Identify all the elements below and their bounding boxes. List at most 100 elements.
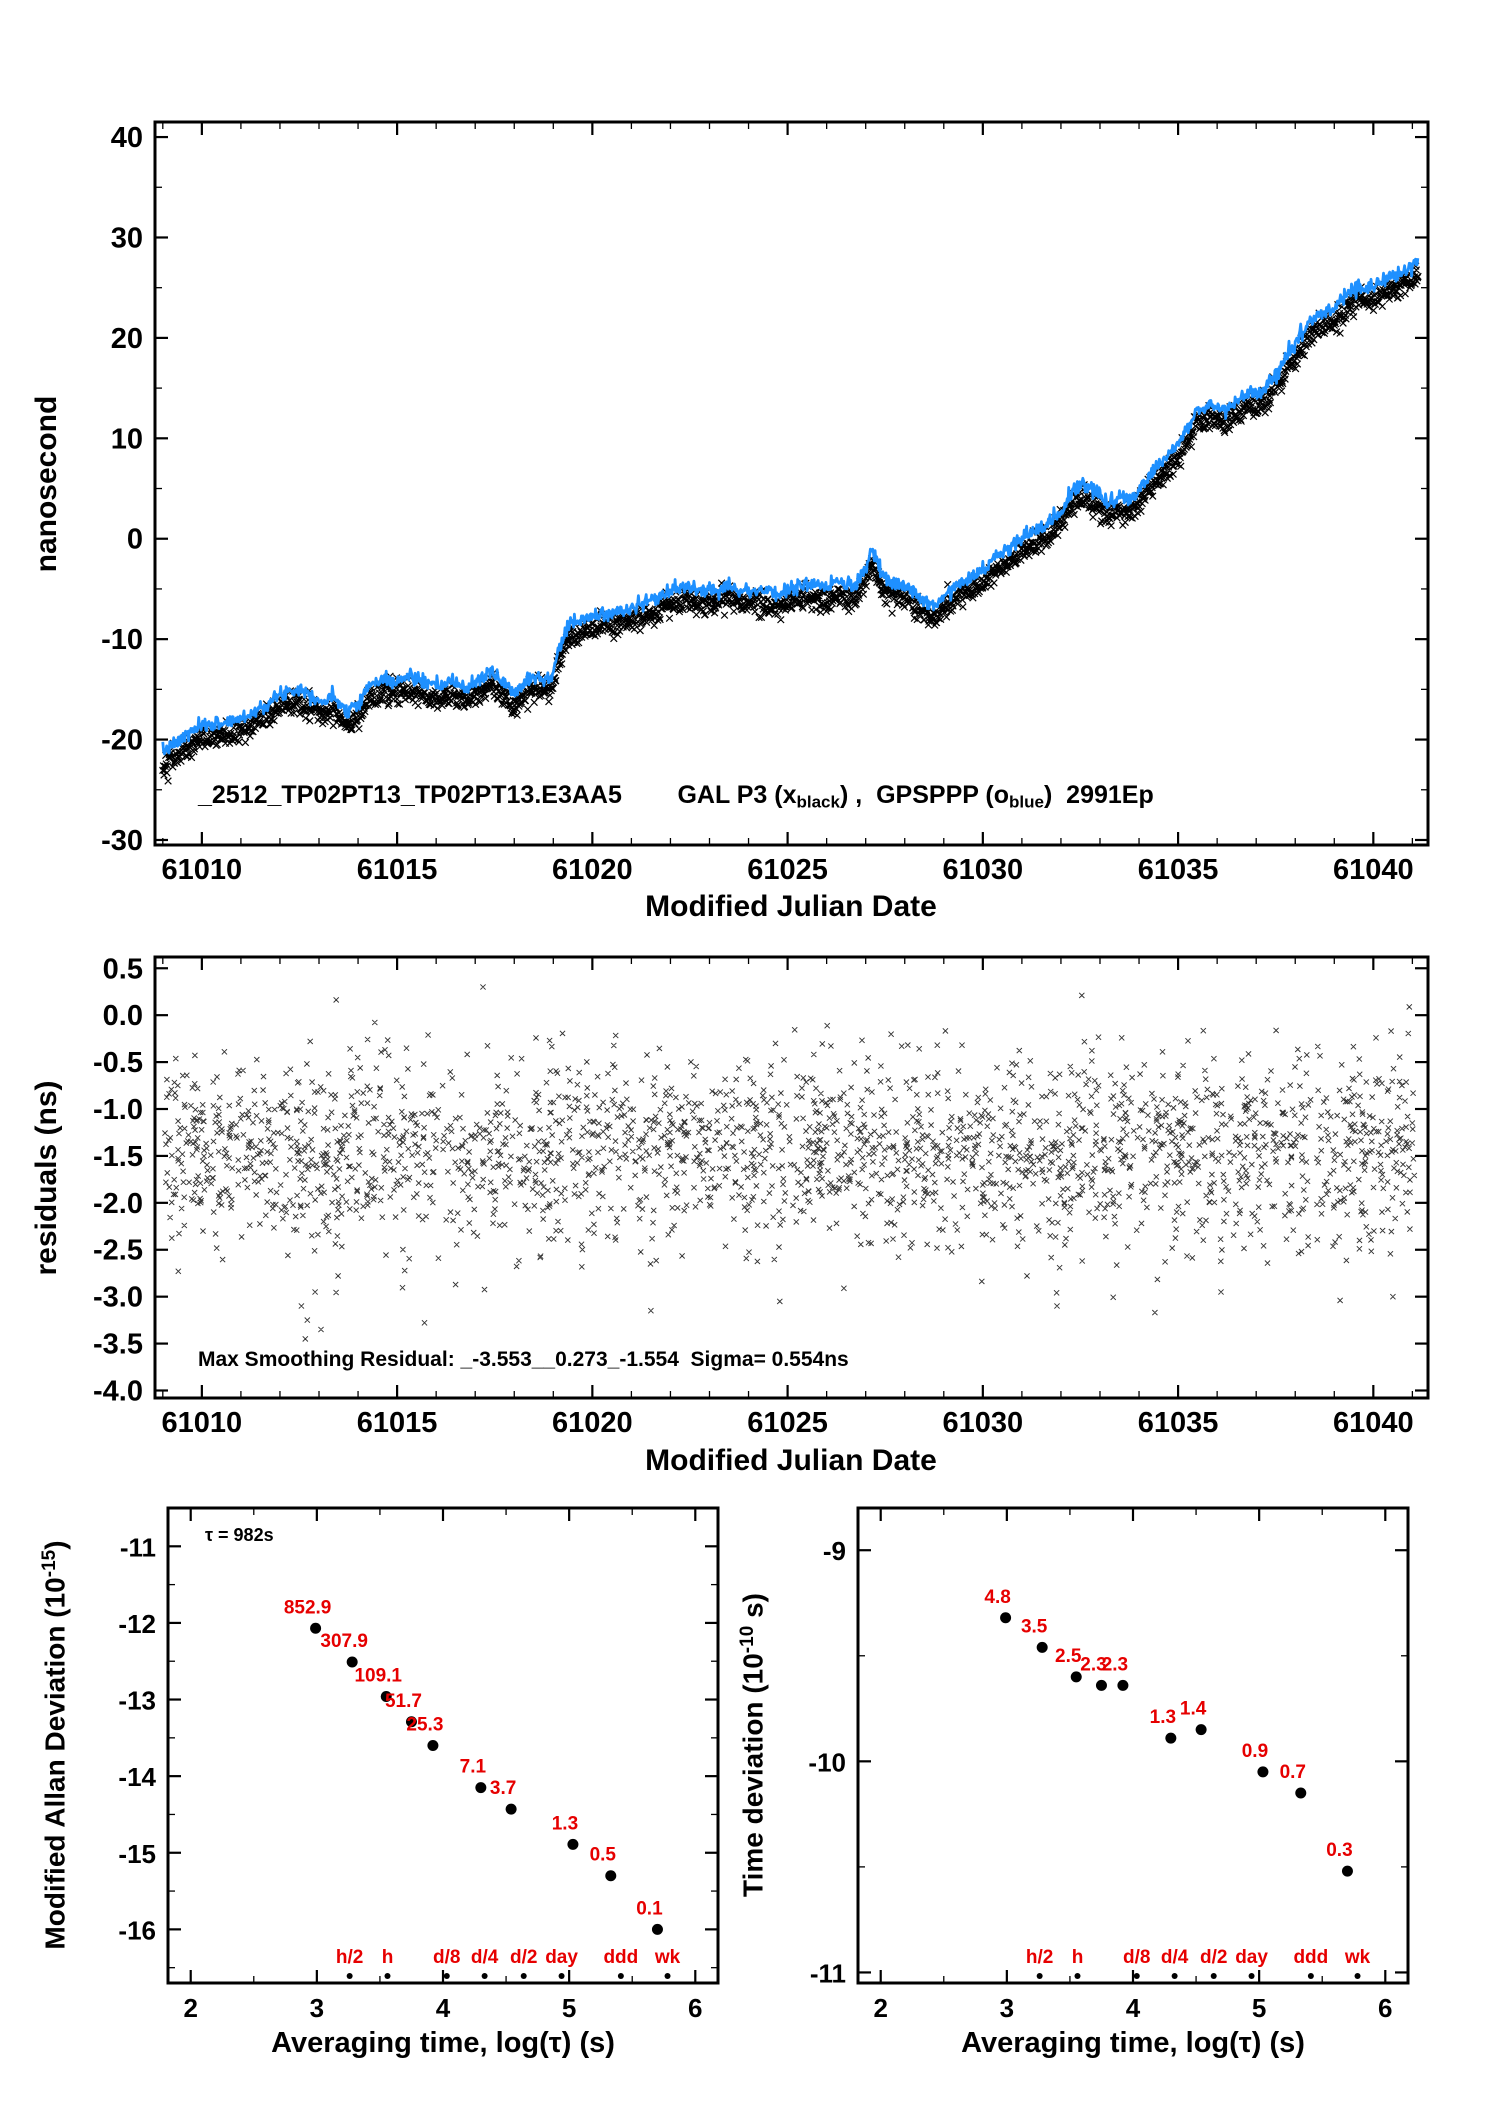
- svg-text:-1.0: -1.0: [93, 1094, 143, 1126]
- label-segment: Time deviation (10: [737, 1653, 769, 1897]
- svg-text:-9: -9: [823, 1536, 846, 1566]
- svg-text:61025: 61025: [747, 854, 828, 886]
- svg-text:4: 4: [436, 1993, 451, 2023]
- label-segment: -10: [737, 1625, 758, 1654]
- svg-text:4.8: 4.8: [984, 1587, 1010, 1608]
- svg-text:61010: 61010: [162, 1407, 243, 1439]
- svg-text:0.3: 0.3: [1326, 1840, 1352, 1861]
- tdev-chart: 2 3 4 5 6 -9 -10 -11 h/2 h d/8 d/4 d/2 day ddd wk 4.8 3.5…: [808, 1506, 1410, 2023]
- svg-text:4: 4: [1126, 1993, 1141, 2023]
- svg-text:40: 40: [111, 122, 143, 154]
- svg-text:d/8: d/8: [1123, 1947, 1150, 1968]
- svg-text:30: 30: [111, 222, 143, 254]
- mdev-major-ticks: [168, 1508, 718, 1983]
- svg-text:6: 6: [688, 1993, 702, 2023]
- mdev-tau-note: τ = 982s: [205, 1525, 274, 1545]
- phase-series-blue-line: [161, 257, 1420, 756]
- label-segment: ): [39, 1540, 71, 1550]
- tdev-axes: 2 3 4 5 6 -9 -10 -11: [808, 1506, 1410, 2023]
- tdev-y-axis-label: Time deviation (10-10 s): [737, 1445, 782, 2045]
- svg-text:61030: 61030: [943, 854, 1024, 886]
- svg-text:5: 5: [562, 1993, 576, 2023]
- svg-text:2.5: 2.5: [1055, 1646, 1082, 1667]
- svg-text:d/8: d/8: [433, 1947, 460, 1968]
- svg-text:d/2: d/2: [1200, 1947, 1227, 1968]
- svg-text:-30: -30: [101, 825, 143, 857]
- svg-text:61015: 61015: [357, 854, 438, 886]
- mdev-x-axis-label: Averaging time, log(τ) (s): [271, 2027, 615, 2059]
- svg-text:-11: -11: [120, 1532, 156, 1562]
- residuals-chart: 61010 61015 61020 61025 61030 61035 61040 0.5 0.…: [93, 953, 1430, 1439]
- svg-text:-13: -13: [118, 1686, 156, 1716]
- phase-tick-labels: 61010 61015 61020 61025 61030 61035 61040 40 30 2…: [101, 122, 1414, 886]
- label-segment: s): [737, 1593, 769, 1626]
- mdev-chart: 2 3 4 5 6 -11 -12 -13 -14 -15 -16 h/2 h d/8 d/4 d/2 day d…: [118, 1506, 720, 2023]
- svg-text:-1.5: -1.5: [93, 1141, 143, 1173]
- svg-text:109.1: 109.1: [354, 1665, 402, 1686]
- svg-text:wk: wk: [1344, 1947, 1371, 1968]
- svg-text:0.0: 0.0: [103, 1000, 143, 1032]
- phase-y-axis-label: nanosecond: [30, 395, 63, 573]
- svg-text:3.7: 3.7: [490, 1778, 516, 1799]
- svg-text:-3.0: -3.0: [93, 1282, 143, 1314]
- svg-text:61020: 61020: [552, 854, 633, 886]
- svg-text:-14: -14: [118, 1762, 156, 1792]
- residuals-annotation: Max Smoothing Residual: _-3.553__0.273_-…: [198, 1348, 849, 1371]
- label-segment: [622, 781, 678, 809]
- svg-text:-2.0: -2.0: [93, 1188, 143, 1220]
- tdev-time-tick-labels: h/2 h d/8 d/4 d/2 day ddd wk: [1026, 1947, 1371, 1979]
- svg-text:0: 0: [127, 524, 143, 556]
- svg-text:1.3: 1.3: [1150, 1707, 1176, 1728]
- svg-text:d/4: d/4: [471, 1947, 499, 1968]
- svg-text:61030: 61030: [943, 1407, 1024, 1439]
- svg-text:0.5: 0.5: [103, 953, 143, 985]
- svg-text:61025: 61025: [747, 1407, 828, 1439]
- phase-chart: 61010 61015 61020 61025 61030 61035 61040 40 30 2…: [101, 120, 1430, 886]
- svg-text:3: 3: [1000, 1993, 1014, 2023]
- label-segment: ) 2991Ep: [1043, 781, 1154, 809]
- svg-text:h/2: h/2: [1026, 1947, 1053, 1968]
- svg-text:6: 6: [1378, 1993, 1392, 2023]
- mdev-time-tick-labels: h/2 h d/8 d/4 d/2 day ddd wk: [336, 1947, 681, 1979]
- svg-text:61040: 61040: [1333, 1407, 1414, 1439]
- tdev-major-ticks: [858, 1508, 1408, 1983]
- svg-text:852.9: 852.9: [284, 1597, 332, 1618]
- svg-text:-15: -15: [118, 1839, 156, 1869]
- svg-text:307.9: 307.9: [320, 1631, 368, 1652]
- residuals-major-ticks: [155, 957, 1428, 1398]
- svg-text:-12: -12: [118, 1609, 156, 1639]
- svg-text:0.9: 0.9: [1242, 1741, 1268, 1762]
- label-segment: Modified Allan Deviation (10: [39, 1577, 71, 1950]
- label-segment: _2512_TP02PT13_TP02PT13.E3AA5: [198, 781, 622, 809]
- svg-text:2: 2: [183, 1993, 197, 2023]
- svg-text:0.5: 0.5: [590, 1845, 617, 1866]
- svg-text:61020: 61020: [552, 1407, 633, 1439]
- residuals-y-axis-label: residuals (ns): [30, 1080, 63, 1276]
- svg-text:0.7: 0.7: [1280, 1762, 1306, 1783]
- svg-text:-3.5: -3.5: [93, 1329, 143, 1361]
- phase-chart-title: _2512_TP02PT13_TP02PT13.E3AA5 GAL P3 (xb…: [198, 781, 1154, 812]
- phase-x-axis-label: Modified Julian Date: [645, 890, 937, 923]
- svg-text:1.3: 1.3: [552, 1813, 578, 1834]
- svg-text:h: h: [382, 1947, 394, 1968]
- svg-text:ddd: ddd: [1293, 1947, 1328, 1968]
- svg-text:-4.0: -4.0: [93, 1375, 143, 1407]
- svg-text:3: 3: [310, 1993, 324, 2023]
- mdev-data-points: 852.9 307.9 109.1 51.7 25.3 7.13.7 1.3 0.5 0.1: [284, 1597, 663, 1935]
- svg-text:5: 5: [1252, 1993, 1266, 2023]
- svg-text:61035: 61035: [1138, 854, 1219, 886]
- tdev-minor-ticks: [858, 1508, 1408, 1983]
- tdev-x-axis-label: Averaging time, log(τ) (s): [961, 2027, 1305, 2059]
- svg-text:7.1: 7.1: [460, 1757, 487, 1778]
- svg-text:2: 2: [873, 1993, 887, 2023]
- residuals-minor-ticks: [162, 957, 1414, 1398]
- svg-text:20: 20: [111, 323, 143, 355]
- svg-text:-20: -20: [101, 725, 143, 757]
- svg-text:-2.5: -2.5: [93, 1235, 143, 1267]
- svg-text:-0.5: -0.5: [93, 1047, 143, 1079]
- svg-text:2.3: 2.3: [1102, 1654, 1128, 1675]
- phase-minor-ticks: [155, 122, 1428, 845]
- label-segment: blue: [1009, 792, 1044, 812]
- svg-text:3.5: 3.5: [1021, 1616, 1048, 1637]
- svg-text:10: 10: [111, 423, 143, 455]
